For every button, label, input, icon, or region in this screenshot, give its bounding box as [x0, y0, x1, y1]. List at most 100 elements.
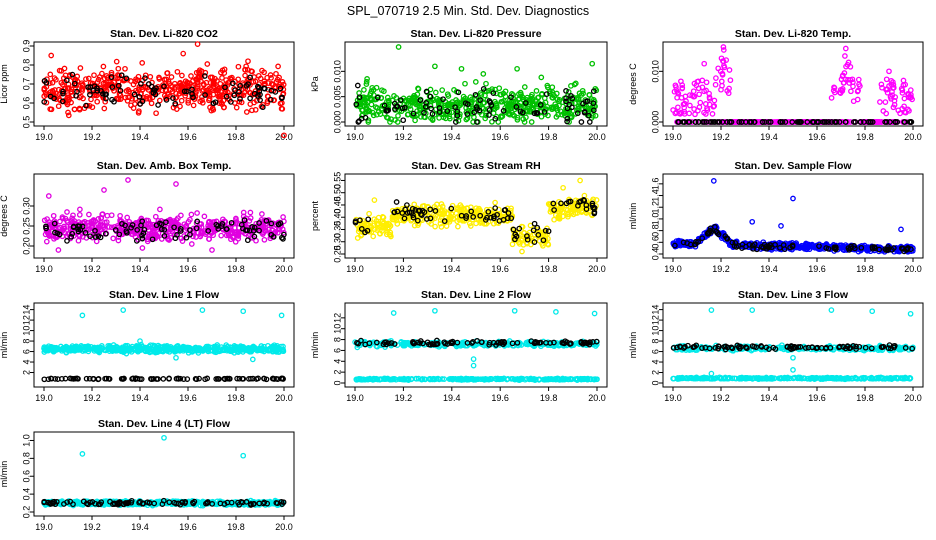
- data-points: [41, 177, 287, 253]
- data-point: [473, 220, 479, 227]
- data-point: [123, 88, 130, 94]
- data-point: [370, 233, 377, 240]
- reference-point: [393, 199, 400, 205]
- data-points: [670, 44, 915, 125]
- data-point: [108, 212, 115, 219]
- data-point: [436, 115, 442, 121]
- data-point: [110, 235, 117, 242]
- data-point: [108, 71, 115, 78]
- data-point: [77, 65, 84, 71]
- data-point: [79, 312, 86, 319]
- data-point: [749, 218, 756, 225]
- y-tick-label: 0.000: [332, 111, 342, 134]
- y-tick-label: 0.20: [21, 237, 31, 255]
- data-point: [236, 98, 243, 105]
- data-point: [103, 82, 110, 89]
- data-point: [778, 223, 784, 229]
- y-tick-label: 10: [21, 326, 31, 336]
- data-point: [252, 78, 259, 85]
- x-tick-label: 19.4: [443, 132, 461, 142]
- x-tick-label: 19.8: [540, 132, 558, 142]
- data-point: [245, 58, 251, 65]
- data-point: [701, 60, 708, 67]
- data-point: [432, 89, 439, 96]
- data-point: [514, 65, 520, 72]
- panel-title: Stan. Dev. Amb. Box Temp.: [97, 160, 232, 172]
- data-point: [686, 110, 693, 117]
- x-tick-label: 19.2: [395, 393, 413, 403]
- data-point: [898, 226, 904, 233]
- data-point: [188, 73, 194, 79]
- data-point: [711, 97, 718, 104]
- data-point: [519, 248, 525, 255]
- data-point: [65, 112, 72, 119]
- data-point: [432, 63, 438, 70]
- data-points: [352, 177, 600, 255]
- data-point: [901, 95, 908, 102]
- x-tick-label: 19.4: [131, 264, 149, 274]
- x-tick-label: 19.8: [227, 393, 245, 403]
- data-points: [670, 178, 916, 255]
- x-tick-label: 19.0: [346, 132, 364, 142]
- y-tick-label: 0.25: [21, 217, 31, 235]
- y-tick-label: 0.005: [332, 85, 342, 108]
- data-point: [197, 98, 204, 105]
- data-point: [76, 211, 83, 218]
- panel-title: Stan. Dev. Li-820 Temp.: [735, 28, 851, 40]
- data-point: [164, 70, 171, 76]
- data-point: [206, 95, 213, 102]
- reference-point: [160, 376, 167, 382]
- data-point: [439, 87, 446, 93]
- reference-point: [428, 105, 434, 112]
- data-point: [188, 241, 195, 247]
- y-tick-label: 1.2: [650, 201, 660, 214]
- data-point: [854, 96, 861, 103]
- x-tick-label: 19.0: [35, 132, 53, 142]
- x-tick-label: 20.0: [588, 264, 606, 274]
- data-point: [46, 80, 53, 87]
- data-point: [521, 84, 528, 90]
- data-point: [235, 63, 242, 70]
- data-point: [538, 74, 545, 81]
- data-point: [848, 88, 854, 95]
- data-point: [509, 241, 516, 248]
- data-point: [64, 99, 71, 106]
- data-point: [274, 76, 281, 83]
- data-point: [675, 104, 681, 111]
- x-tick-label: 19.2: [83, 393, 101, 403]
- data-point: [198, 74, 205, 80]
- data-point: [220, 104, 227, 111]
- data-point: [85, 75, 92, 82]
- data-point: [790, 195, 796, 202]
- data-point: [371, 197, 378, 203]
- y-tick-label: 1.4: [650, 189, 660, 202]
- data-point: [139, 60, 146, 66]
- data-point: [79, 82, 86, 89]
- data-point: [210, 91, 217, 98]
- y-tick-label: 4: [332, 359, 342, 364]
- data-point: [94, 98, 101, 105]
- data-point: [268, 81, 275, 87]
- panel-title: Stan. Dev. Li-820 CO2: [110, 28, 218, 40]
- data-point: [260, 101, 266, 108]
- data-point: [49, 79, 56, 86]
- data-point: [709, 111, 716, 117]
- x-tick-label: 19.4: [760, 132, 778, 142]
- data-point: [199, 307, 206, 313]
- y-tick-label: 0.010: [332, 60, 342, 83]
- y-tick-label: 0.6: [21, 97, 31, 110]
- data-point: [528, 119, 535, 125]
- data-point: [101, 75, 108, 82]
- data-point: [93, 238, 100, 245]
- y-tick-label: 0.000: [650, 111, 660, 134]
- data-point: [122, 65, 128, 72]
- y-axis-label: ml/min: [628, 203, 638, 230]
- data-point: [153, 110, 159, 117]
- data-point: [137, 91, 144, 97]
- y-tick-label: 1.6: [650, 178, 660, 191]
- data-point: [220, 97, 227, 104]
- data-point: [713, 75, 719, 81]
